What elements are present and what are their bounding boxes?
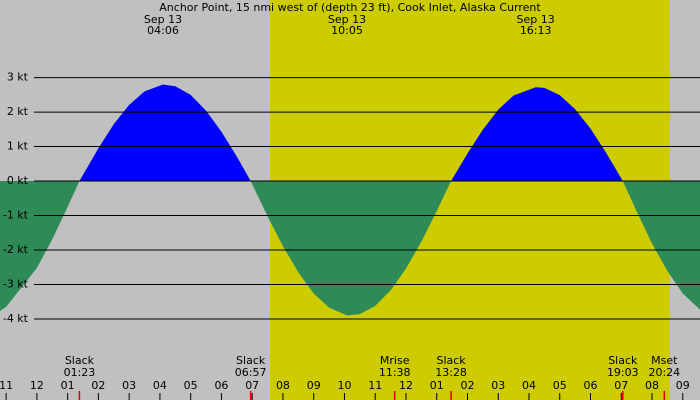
x-tick-label: 03 — [122, 379, 136, 392]
x-tick-label: 01 — [430, 379, 444, 392]
x-tick-label: 02 — [91, 379, 105, 392]
event-time: 01:23 — [64, 366, 96, 379]
flood-area — [622, 181, 700, 310]
flood-area — [0, 181, 80, 312]
peak-time: 16:13 — [520, 24, 552, 37]
event-time: 19:03 — [607, 366, 639, 379]
x-tick-label: 08 — [276, 379, 290, 392]
x-tick-label: 05 — [184, 379, 198, 392]
event-name: Slack — [65, 354, 95, 367]
x-tick-label: 09 — [307, 379, 321, 392]
chart-title: Anchor Point, 15 nmi west of (depth 23 f… — [159, 1, 541, 14]
event-name: Slack — [436, 354, 466, 367]
x-tick-label: 09 — [676, 379, 690, 392]
peak-date: Sep 13 — [517, 13, 555, 26]
y-tick-label: 3 kt — [7, 71, 29, 84]
x-tick-label: 07 — [245, 379, 259, 392]
x-tick-label: 04 — [153, 379, 167, 392]
peak-time: 10:05 — [331, 24, 363, 37]
x-tick-label: 04 — [522, 379, 536, 392]
event-name: Mset — [651, 354, 678, 367]
x-tick-label: 12 — [399, 379, 413, 392]
event-name: Slack — [608, 354, 638, 367]
x-tick-label: 06 — [584, 379, 598, 392]
y-tick-label: 0 kt — [7, 174, 29, 187]
peak-time: 04:06 — [147, 24, 179, 37]
flood-area — [250, 181, 452, 316]
y-tick-label: 1 kt — [7, 140, 29, 153]
event-time: 20:24 — [648, 366, 680, 379]
event-name: Mrise — [380, 354, 410, 367]
peak-date: Sep 13 — [328, 13, 366, 26]
peak-date: Sep 13 — [144, 13, 182, 26]
x-tick-label: 11 — [0, 379, 13, 392]
x-tick-label: 10 — [337, 379, 351, 392]
event-time: 06:57 — [235, 366, 267, 379]
y-tick-label: -1 kt — [3, 209, 29, 222]
x-tick-label: 05 — [553, 379, 567, 392]
x-tick-label: 02 — [460, 379, 474, 392]
y-tick-label: -2 kt — [3, 243, 29, 256]
y-tick-label: 2 kt — [7, 105, 29, 118]
event-time: 13:28 — [435, 366, 467, 379]
x-tick-label: 03 — [491, 379, 505, 392]
event-name: Slack — [236, 354, 266, 367]
x-tick-label: 08 — [645, 379, 659, 392]
ebb-area — [79, 84, 251, 182]
ebb-area — [451, 87, 623, 182]
x-tick-label: 12 — [30, 379, 44, 392]
x-tick-label: 01 — [61, 379, 75, 392]
y-tick-label: -4 kt — [3, 312, 29, 325]
event-time: 11:38 — [379, 366, 411, 379]
x-tick-label: 11 — [368, 379, 382, 392]
x-tick-label: 06 — [214, 379, 228, 392]
y-tick-label: -3 kt — [3, 277, 29, 290]
x-tick-label: 07 — [614, 379, 628, 392]
plot — [0, 84, 700, 316]
